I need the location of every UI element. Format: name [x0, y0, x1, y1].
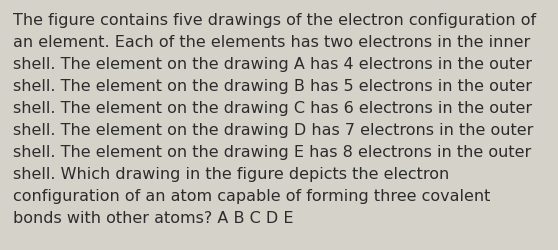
- Text: The figure contains five drawings of the electron configuration of: The figure contains five drawings of the…: [13, 13, 536, 28]
- Text: shell. The element on the drawing C has 6 electrons in the outer: shell. The element on the drawing C has …: [13, 100, 532, 116]
- Text: shell. The element on the drawing A has 4 electrons in the outer: shell. The element on the drawing A has …: [13, 57, 532, 72]
- Text: shell. The element on the drawing D has 7 electrons in the outer: shell. The element on the drawing D has …: [13, 122, 533, 138]
- Text: shell. Which drawing in the figure depicts the electron: shell. Which drawing in the figure depic…: [13, 166, 449, 181]
- Text: bonds with other atoms? A B C D E: bonds with other atoms? A B C D E: [13, 210, 294, 225]
- Text: configuration of an atom capable of forming three covalent: configuration of an atom capable of form…: [13, 188, 490, 203]
- Text: an element. Each of the elements has two electrons in the inner: an element. Each of the elements has two…: [13, 35, 530, 50]
- Text: shell. The element on the drawing E has 8 electrons in the outer: shell. The element on the drawing E has …: [13, 144, 531, 159]
- Text: shell. The element on the drawing B has 5 electrons in the outer: shell. The element on the drawing B has …: [13, 79, 532, 94]
